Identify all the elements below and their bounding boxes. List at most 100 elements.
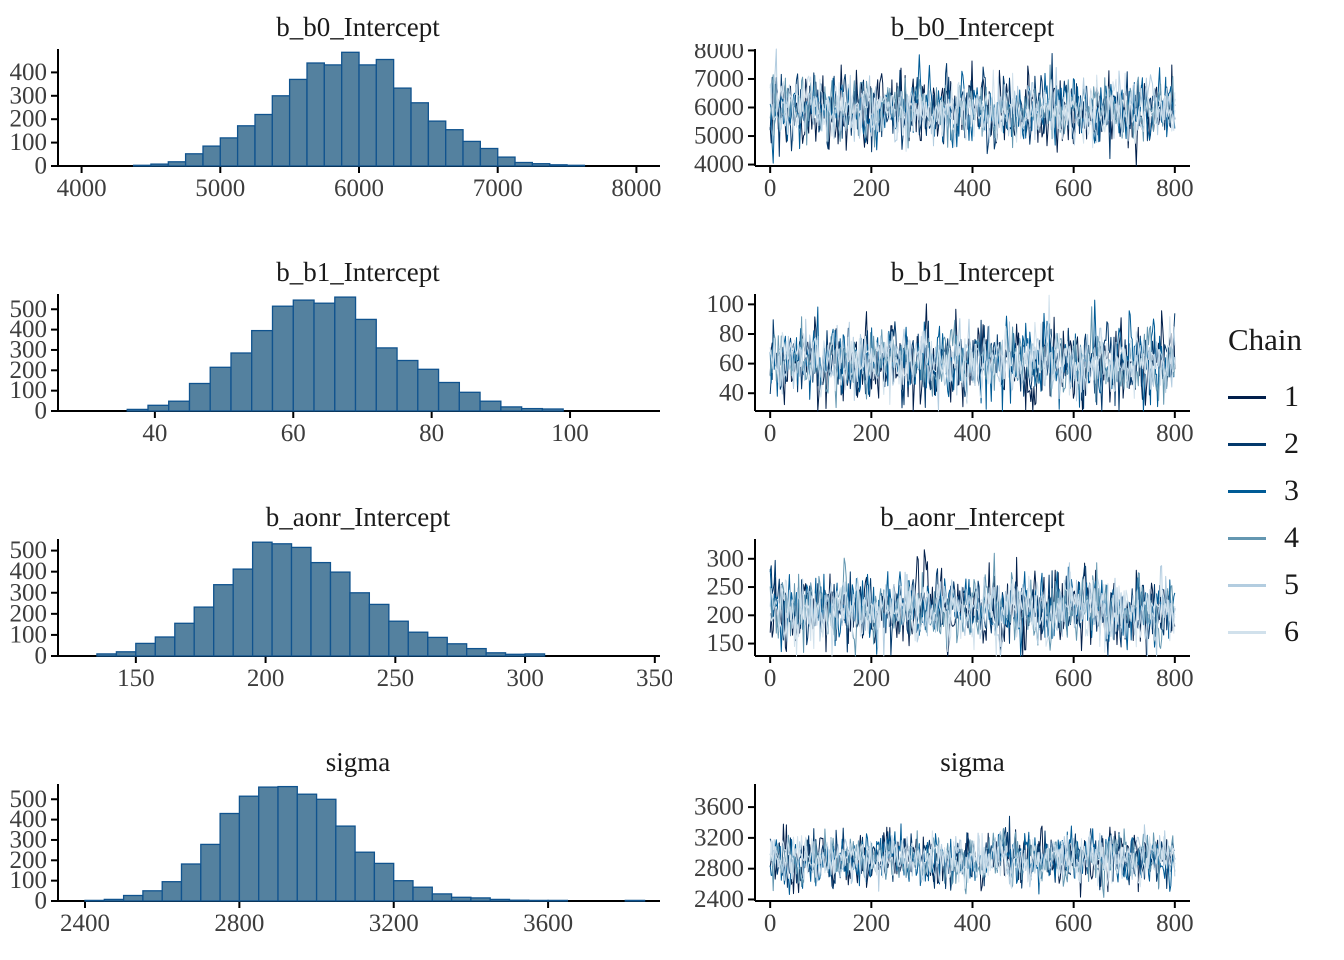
svg-text:300: 300: [707, 545, 745, 572]
svg-text:100: 100: [707, 291, 745, 318]
svg-text:7000: 7000: [473, 175, 523, 202]
chain-5-line-swatch: [1228, 583, 1266, 587]
legend-item-chain-4: 4: [1228, 523, 1344, 553]
svg-text:800: 800: [1156, 175, 1194, 202]
chain-4-line-swatch: [1228, 536, 1266, 540]
trace-panel-b-b1-intercept: b_b1_Intercept 0 200 400 600 800 40 60 80 100: [680, 255, 1200, 455]
svg-text:40: 40: [142, 420, 167, 447]
svg-text:100: 100: [10, 377, 48, 404]
svg-text:300: 300: [506, 665, 544, 692]
chain-2-line-swatch: [1228, 442, 1266, 446]
svg-text:200: 200: [853, 665, 891, 692]
svg-text:7000: 7000: [694, 65, 744, 92]
svg-text:300: 300: [10, 826, 48, 853]
svg-text:100: 100: [10, 129, 48, 156]
histogram-panel-b-b1-intercept: b_b1_Intercept 40 60 80 100 0 100 200 300 400 500: [0, 255, 672, 455]
svg-text:150: 150: [707, 630, 745, 657]
svg-text:200: 200: [853, 175, 891, 202]
svg-text:400: 400: [10, 558, 48, 585]
legend-item-chain-3: 3: [1228, 476, 1344, 506]
chain-3-line-swatch: [1228, 489, 1266, 493]
svg-text:8000: 8000: [694, 44, 744, 64]
svg-text:3200: 3200: [369, 910, 419, 937]
svg-text:500: 500: [10, 296, 48, 323]
panel-title: b_b1_Intercept: [276, 257, 440, 287]
svg-text:300: 300: [10, 82, 48, 109]
trace-panel-sigma: sigma 0 200 400 600 800 2400 2800 3200 3600: [680, 745, 1200, 945]
svg-text:8000: 8000: [611, 175, 661, 202]
svg-text:600: 600: [1055, 175, 1093, 202]
svg-text:200: 200: [853, 420, 891, 447]
svg-text:0: 0: [764, 665, 777, 692]
svg-text:100: 100: [551, 420, 589, 447]
svg-text:400: 400: [10, 806, 48, 833]
svg-text:500: 500: [10, 537, 48, 564]
panel-title: b_aonr_Intercept: [265, 502, 451, 532]
trace-panel-b-b0-intercept: b_b0_Intercept 0 200 400 600 800 4000 5000 6000…: [680, 10, 1200, 210]
svg-text:0: 0: [764, 910, 777, 937]
histogram-panel-sigma: sigma 2400 2800 3200 3600 0 100 200 300 400 500: [0, 745, 672, 945]
legend-label: 1: [1284, 380, 1299, 413]
svg-text:300: 300: [10, 336, 48, 363]
legend-label: 6: [1284, 615, 1299, 648]
histogram-panel-b-aonr-intercept: b_aonr_Intercept 150 200 250 300 350 0 100 200 3…: [0, 500, 673, 700]
svg-text:800: 800: [1156, 420, 1194, 447]
panel-title: sigma: [940, 747, 1005, 777]
svg-text:800: 800: [1156, 665, 1194, 692]
legend-label: 5: [1284, 568, 1299, 601]
svg-text:0: 0: [35, 398, 48, 425]
svg-text:60: 60: [281, 420, 306, 447]
legend-label: 4: [1284, 521, 1299, 554]
svg-text:200: 200: [10, 600, 48, 627]
svg-text:5000: 5000: [195, 175, 245, 202]
trace-panel-b-aonr-intercept: b_aonr_Intercept 0 200 400 600 800 150 200 250 3…: [680, 500, 1200, 700]
svg-text:600: 600: [1055, 910, 1093, 937]
svg-text:400: 400: [954, 420, 992, 447]
svg-text:500: 500: [10, 786, 48, 813]
svg-text:400: 400: [10, 59, 48, 86]
svg-text:200: 200: [10, 357, 48, 384]
svg-text:2800: 2800: [694, 855, 744, 882]
svg-text:2400: 2400: [60, 910, 110, 937]
svg-text:100: 100: [10, 867, 48, 894]
svg-text:0: 0: [764, 420, 777, 447]
trace-sigma: 0 200 400 600 800 2400 2800 3200 3600: [694, 784, 1194, 937]
svg-text:3600: 3600: [694, 794, 744, 821]
svg-text:250: 250: [377, 665, 415, 692]
svg-text:2400: 2400: [694, 886, 744, 913]
svg-text:800: 800: [1156, 910, 1194, 937]
panel-title: b_aonr_Intercept: [880, 502, 1065, 532]
svg-text:200: 200: [853, 910, 891, 937]
svg-text:2800: 2800: [214, 910, 264, 937]
legend-item-chain-1: 1: [1228, 382, 1344, 412]
svg-text:4000: 4000: [57, 175, 107, 202]
panel-title: sigma: [325, 747, 391, 777]
chain-legend: Chain 1 2 3 4 5 6: [1228, 322, 1344, 664]
svg-text:400: 400: [954, 910, 992, 937]
svg-text:200: 200: [10, 106, 48, 133]
svg-text:400: 400: [954, 665, 992, 692]
svg-text:80: 80: [419, 420, 444, 447]
svg-text:400: 400: [10, 316, 48, 343]
svg-text:200: 200: [707, 602, 745, 629]
svg-text:250: 250: [707, 574, 745, 601]
svg-text:600: 600: [1055, 420, 1093, 447]
svg-text:4000: 4000: [694, 151, 744, 178]
histogram-panel-b-b0-intercept: b_b0_Intercept 4000 5000 6000 7000 8000 0 100 2…: [0, 10, 672, 210]
svg-text:150: 150: [117, 665, 155, 692]
svg-text:0: 0: [35, 153, 48, 180]
svg-text:3200: 3200: [694, 824, 744, 851]
chain-1-line-swatch: [1228, 395, 1266, 399]
legend-title: Chain: [1228, 322, 1303, 357]
svg-text:300: 300: [10, 579, 48, 606]
panel-title: b_b0_Intercept: [890, 12, 1055, 42]
legend-item-chain-6: 6: [1228, 617, 1344, 647]
svg-text:0: 0: [35, 888, 48, 915]
legend-label: 3: [1284, 474, 1299, 507]
chain-6-line-swatch: [1228, 630, 1266, 634]
